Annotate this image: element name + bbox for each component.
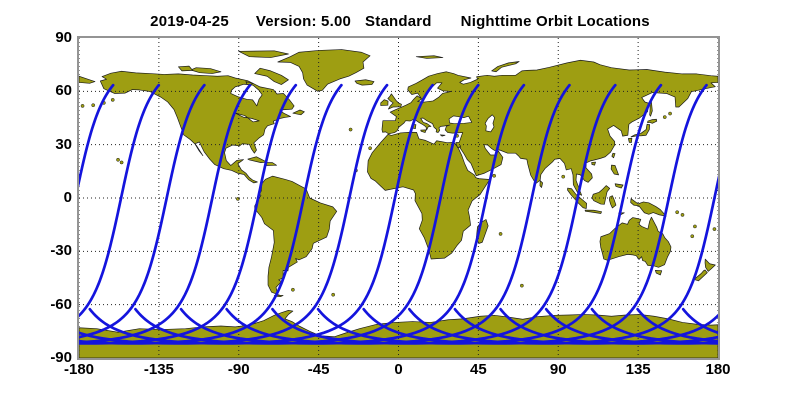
land-tasmania [655,270,661,275]
land-ireland [381,100,388,106]
water-caspian-sea [485,115,495,132]
y-tick-label: 0 [63,189,72,206]
x-tick-label: -45 [307,361,330,378]
land-africa [367,132,489,259]
land-iceland [355,80,374,85]
island-speck [349,128,352,131]
land-australia [600,217,671,267]
land-sri-lanka [540,181,543,188]
title-version: Version: 5.00 [255,13,352,30]
land-mindanao [615,184,623,188]
island-speck [332,293,335,296]
island-speck [691,235,694,238]
land-kyushu [628,138,632,142]
orbit-track [318,85,661,343]
y-tick-label: 30 [55,135,72,153]
y-tick-label: -30 [50,242,72,260]
land-hispaniola [266,163,276,166]
land-victoria-island [191,68,221,74]
x-tick-label: -180 [63,361,95,378]
island-speck [111,98,114,101]
land-new-guinea [631,199,667,216]
title-mode: Standard [365,13,432,30]
x-tick-label: 90 [549,361,567,378]
land-luzon [611,165,618,175]
island-speck [369,147,372,150]
x-tick-label: 135 [625,361,651,378]
island-speck [499,232,502,235]
land-newfoundland [293,110,305,115]
water-hudson-bay [231,84,262,106]
land-chukotka-wrap [79,76,95,83]
land-taiwan [612,153,615,158]
map-svg [79,38,718,358]
map-layers [79,38,718,358]
island-speck [520,284,523,287]
x-tick-label: 180 [705,361,731,378]
y-tick-label: 60 [55,82,72,100]
land-crete [440,135,445,136]
land-greenland [278,50,370,92]
y-tick-label: -90 [50,349,72,366]
plot-title: 2019-04-25 Version: 5.00 Standard Nightt… [0,13,800,30]
land-java [585,210,602,213]
island-speck [116,158,119,161]
land-novaya-zemlya [492,61,520,71]
plot-area [77,36,720,360]
x-tick-label: -135 [143,361,174,378]
y-tick-label: 90 [55,29,72,46]
orbit-tracks-layer [79,85,718,343]
island-speck [676,211,679,214]
y-tick-label: -60 [50,295,72,313]
land-sicily [421,130,426,133]
orbit-track [79,85,113,343]
island-speck [713,228,716,231]
title-name: Nighttime Orbit Locations [460,13,650,30]
island-speck [493,174,496,177]
island-speck [120,161,123,164]
island-speck [81,104,84,107]
island-speck [92,104,95,107]
island-speck [681,213,684,216]
land-cuba [248,157,267,163]
land-hainan [592,162,596,165]
x-tick-label: 0 [394,361,403,378]
x-tick-label: 45 [470,361,487,378]
water-great-lakes [235,113,259,122]
island-speck [668,112,671,115]
title-date: 2019-04-25 [150,13,229,30]
island-speck [663,116,666,119]
land-nz-north [705,259,715,271]
land-great-britain [388,94,402,109]
orbit-track [364,85,707,343]
land-baffin [255,68,289,84]
x-tick-label: -90 [227,361,250,378]
land-ellesmere [239,51,289,58]
island-speck [291,288,294,291]
orbit-track [79,85,204,343]
land-banks-island [178,66,192,71]
island-speck [562,175,565,178]
land-hokkaido [648,119,657,123]
land-sulawesi [609,196,616,208]
orbit-track [79,85,159,343]
land-svalbard [416,56,443,59]
island-speck [693,225,696,228]
land-borneo [592,186,610,205]
